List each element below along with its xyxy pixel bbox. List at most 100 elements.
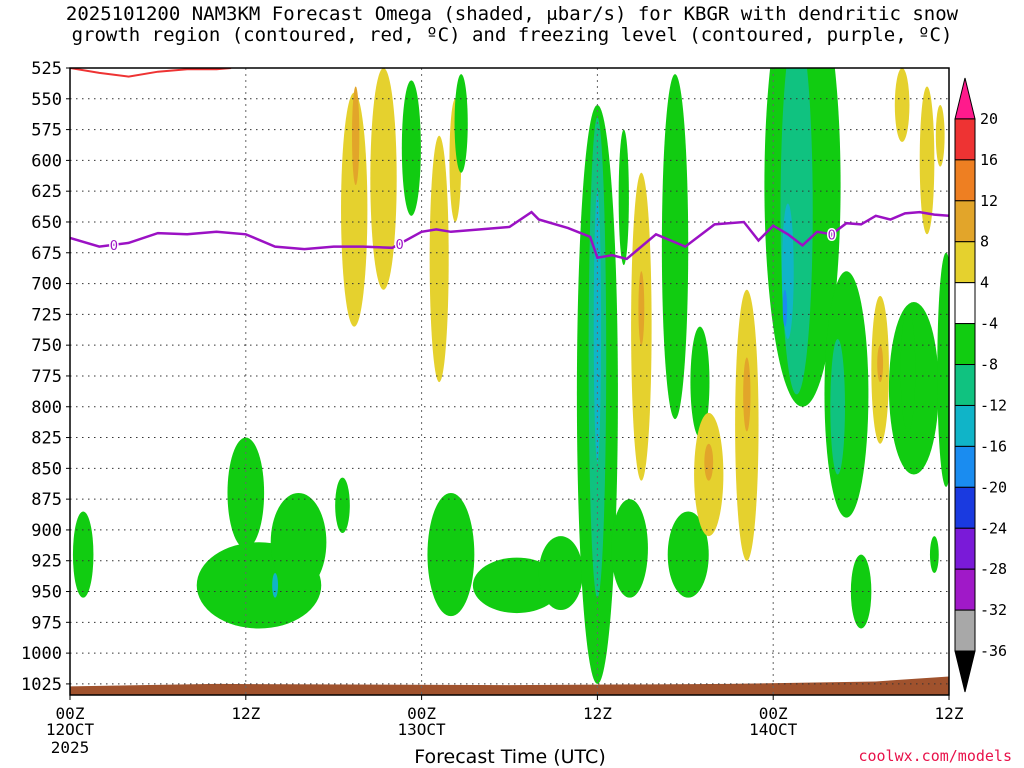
- title-line-1: 2025101200 NAM3KM Forecast Omega (shaded…: [65, 3, 959, 25]
- colorbar-label-13: -36: [980, 642, 1007, 660]
- x-tick-48: 00Z: [759, 704, 788, 723]
- colorbar-label-7: -12: [980, 396, 1007, 414]
- omega-region-1: [370, 68, 397, 290]
- colorbar-label-2: 12: [980, 192, 998, 210]
- colorbar-label-11: -28: [980, 560, 1007, 578]
- x-tick-0: 00Z: [56, 704, 85, 723]
- colorbar-bin-1: [954, 118, 976, 161]
- x-tick-year-0: 2025: [51, 738, 90, 757]
- y-tick-975: 975: [31, 613, 62, 633]
- y-tick-525: 525: [31, 59, 62, 79]
- x-axis-title: Forecast Time (UTC): [414, 746, 606, 768]
- colorbar-bin-6: [954, 323, 976, 366]
- y-tick-850: 850: [31, 459, 62, 479]
- omega-region-40: [919, 86, 935, 235]
- colorbar: 20 16 12 8 4 -4 -8 -12 -16 -20 -24 -28 -32 -36: [954, 77, 1007, 693]
- y-tick-725: 725: [31, 305, 62, 325]
- colorbar-label-4: 4: [980, 274, 989, 292]
- terrain-fill: [70, 676, 949, 695]
- colorbar-bin-3: [954, 200, 976, 243]
- omega-region-6: [454, 74, 468, 173]
- y-tick-950: 950: [31, 583, 62, 603]
- colorbar-bin-7: [954, 364, 976, 406]
- colorbar-label-9: -20: [980, 478, 1007, 496]
- chart-title: 2025101200 NAM3KM Forecast Omega (shaded…: [0, 4, 1024, 46]
- omega-region-8: [227, 437, 265, 549]
- colorbar-bin-10: [954, 486, 976, 529]
- omega-region-15: [335, 477, 350, 534]
- omega-region-5: [401, 80, 421, 216]
- omega-region-31: [780, 68, 813, 395]
- x-tick-60: 12Z: [935, 704, 964, 723]
- colorbar-bin-13: [954, 609, 976, 652]
- y-tick-775: 775: [31, 367, 62, 387]
- omega-region-11: [72, 511, 94, 598]
- omega-region-27: [704, 443, 714, 481]
- colorbar-bottom-triangle: [954, 650, 976, 693]
- omega-region-25: [667, 511, 709, 598]
- colorbar-bin-11: [954, 527, 976, 570]
- omega-shading: [72, 68, 949, 684]
- y-tick-875: 875: [31, 490, 62, 510]
- y-tick-1000: 1000: [21, 644, 62, 664]
- colorbar-label-1: 16: [980, 151, 998, 169]
- colorbar-bin-2: [954, 159, 976, 202]
- surface-terrain: [70, 676, 949, 695]
- freezing-label-2: 0: [828, 228, 836, 243]
- y-tick-675: 675: [31, 244, 62, 264]
- omega-region-45: [900, 308, 916, 432]
- freezing-label-1: 0: [395, 238, 403, 253]
- omega-region-12: [427, 492, 475, 617]
- omega-region-36: [850, 554, 872, 629]
- omega-region-10: [272, 573, 279, 598]
- omega-region-20: [611, 499, 648, 598]
- omega-region-23: [661, 74, 689, 420]
- colorbar-label-0: 20: [980, 110, 998, 128]
- colorbar-bin-8: [954, 404, 976, 447]
- y-tick-650: 650: [31, 213, 62, 233]
- colorbar-bin-4: [954, 241, 976, 284]
- x-tick-36: 12Z: [583, 704, 612, 723]
- y-tick-750: 750: [31, 336, 62, 356]
- omega-region-42: [935, 104, 945, 167]
- y-tick-575: 575: [31, 121, 62, 141]
- y-tick-700: 700: [31, 275, 62, 295]
- colorbar-bin-9: [954, 445, 976, 488]
- omega-region-13: [472, 557, 561, 614]
- omega-region-2: [352, 86, 360, 186]
- freezing-label-0: 0: [110, 239, 118, 254]
- y-tick-1025: 1025: [21, 675, 62, 695]
- omega-region-35: [830, 339, 845, 475]
- x-tick-12: 12Z: [231, 704, 260, 723]
- omega-region-39: [877, 345, 884, 383]
- colorbar-label-3: 8: [980, 233, 989, 251]
- omega-region-22: [638, 271, 645, 346]
- dendritic-growth-contour: [70, 68, 232, 78]
- y-axis: 525 550 575 600 625 650 675 700 725 750 775 800 825 8…: [21, 59, 70, 695]
- grid-lines: [70, 68, 949, 695]
- colorbar-label-8: -16: [980, 437, 1007, 455]
- omega-region-3: [429, 135, 449, 383]
- plot-frame: [69, 67, 950, 696]
- omega-region-0: [341, 92, 368, 327]
- omega-region-9: [270, 492, 327, 592]
- colorbar-label-12: -32: [980, 601, 1007, 619]
- dgz-line: [70, 68, 232, 78]
- y-tick-925: 925: [31, 552, 62, 572]
- y-tick-825: 825: [31, 429, 62, 449]
- colorbar-top-triangle: [954, 77, 976, 120]
- y-tick-625: 625: [31, 182, 62, 202]
- y-tick-550: 550: [31, 90, 62, 110]
- y-tick-800: 800: [31, 398, 62, 418]
- colorbar-label-10: -24: [980, 519, 1007, 537]
- x-tick-date-48: 14OCT: [749, 720, 798, 739]
- colorbar-label-5: -4: [980, 315, 998, 333]
- colorbar-label-6: -8: [980, 356, 998, 374]
- omega-region-41: [894, 68, 910, 142]
- colorbar-bin-12: [954, 568, 976, 611]
- site-credit[interactable]: coolwx.com/models: [858, 747, 1012, 765]
- omega-region-33: [782, 289, 788, 327]
- omega-region-43: [937, 252, 949, 487]
